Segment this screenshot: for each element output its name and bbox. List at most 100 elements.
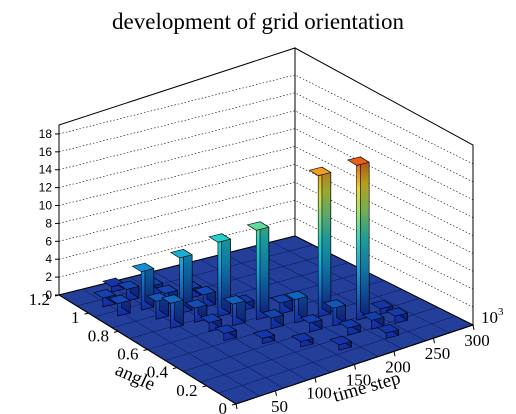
time-tick-label: 250 xyxy=(425,344,451,363)
floor-grid-line xyxy=(247,247,426,342)
bar-top-face xyxy=(376,324,400,334)
bar xyxy=(385,307,409,324)
bar xyxy=(193,285,217,308)
z-tick-label: 4 xyxy=(45,252,52,266)
z-grid-line xyxy=(58,199,474,290)
z-axis-tick-labels: 0 2 4 6 8 10 12 14 16 18 xyxy=(39,127,59,302)
bars xyxy=(93,156,409,351)
bar-top-face xyxy=(290,332,314,342)
bar xyxy=(146,292,170,320)
bar xyxy=(346,156,370,321)
back-walls xyxy=(58,47,474,326)
bar-top-face xyxy=(346,156,370,166)
time-tick-mark xyxy=(433,338,435,344)
bar xyxy=(284,290,308,324)
bar xyxy=(270,293,294,315)
bar-top-face xyxy=(214,324,238,334)
bar-top-face xyxy=(161,294,185,304)
z-tick-label: 0 xyxy=(45,288,52,302)
angle-tick-mark xyxy=(202,385,207,388)
bar xyxy=(290,332,314,348)
bar xyxy=(199,313,223,332)
bar-top-face xyxy=(169,248,193,259)
time-tick-mark xyxy=(275,390,277,396)
bar-top-face xyxy=(261,309,285,319)
z-grid-line xyxy=(58,164,474,254)
angle-tick-label: 0.6 xyxy=(117,345,138,364)
bar-top-face xyxy=(370,300,394,310)
bar-top-face xyxy=(270,294,294,304)
bar-top-face xyxy=(193,286,217,296)
grid-lines xyxy=(58,74,474,308)
z-tick-label: 6 xyxy=(45,234,52,248)
angle-tick-label: 0.8 xyxy=(88,326,109,345)
z-grid-line xyxy=(58,92,474,183)
time-tick-label: 100 xyxy=(306,384,332,403)
bar xyxy=(261,308,285,330)
bar-top-face xyxy=(361,311,385,321)
bar xyxy=(208,233,232,317)
z-grid-line xyxy=(58,181,474,272)
time-tick-label: 200 xyxy=(385,357,411,376)
z-tick-label: 12 xyxy=(39,181,53,195)
bar-top-face xyxy=(252,329,276,339)
bar-top-face xyxy=(116,280,140,290)
z-tick-label: 14 xyxy=(39,163,53,177)
z-tick-label: 8 xyxy=(45,216,52,230)
bar xyxy=(223,295,247,327)
bar xyxy=(252,329,276,345)
bar-top-face xyxy=(223,295,247,305)
bar-top-face xyxy=(93,289,117,299)
bar-top-face xyxy=(299,314,323,324)
z-grid-line xyxy=(58,217,474,308)
bar-top-face xyxy=(208,233,232,243)
bar xyxy=(376,323,400,339)
angle-tick-mark xyxy=(54,294,60,297)
bar xyxy=(246,221,270,321)
z-tick-label: 16 xyxy=(39,145,53,159)
z-grid-line xyxy=(58,128,474,218)
bar-top-face xyxy=(246,221,270,231)
bar xyxy=(308,166,332,318)
bar-top-face xyxy=(131,262,155,273)
angle-tick-mark xyxy=(172,367,178,370)
bar xyxy=(107,294,131,317)
x-axis-exponent: 103 xyxy=(481,306,504,327)
angle-tick-label: 0 xyxy=(219,399,228,414)
time-tick-mark xyxy=(354,364,356,370)
chart-title: development of grid orientation xyxy=(112,9,404,34)
time-tick-mark xyxy=(393,351,396,357)
bar xyxy=(161,294,185,329)
bar xyxy=(299,313,323,333)
time-tick-label: 0 xyxy=(236,410,245,414)
time-tick-mark xyxy=(472,324,475,331)
z-grid-line xyxy=(58,74,474,165)
bar xyxy=(329,335,353,351)
bar-top-face xyxy=(308,166,332,176)
angle-tick-label: 0.2 xyxy=(176,381,197,400)
bar-side-face xyxy=(259,221,270,318)
angle-tick-mark xyxy=(113,330,119,333)
z-tick-label: 2 xyxy=(45,270,52,284)
bar xyxy=(370,299,394,315)
angle-tick-label: 1 xyxy=(71,308,80,327)
bar xyxy=(323,299,347,327)
bar-side-face xyxy=(321,166,332,315)
bar xyxy=(338,318,362,336)
bar-top-face xyxy=(385,307,409,317)
angle-tick-mark xyxy=(231,403,237,406)
angle-axis-tick-labels: 0 0.2 0.4 0.6 0.8 1 1.2 xyxy=(29,290,237,414)
bar-side-face xyxy=(359,156,370,318)
bar-top-face xyxy=(284,290,308,300)
angle-tick-mark xyxy=(143,349,148,351)
bar-top-face xyxy=(107,294,131,304)
bar-top-face xyxy=(155,284,179,294)
z-tick-label: 18 xyxy=(39,127,53,141)
angle-tick-label: 1.2 xyxy=(29,290,50,309)
bar xyxy=(214,324,238,342)
bar xyxy=(169,248,193,314)
time-tick-mark xyxy=(235,403,238,410)
bar-top-face xyxy=(323,299,347,309)
angle-tick-mark xyxy=(84,312,89,315)
